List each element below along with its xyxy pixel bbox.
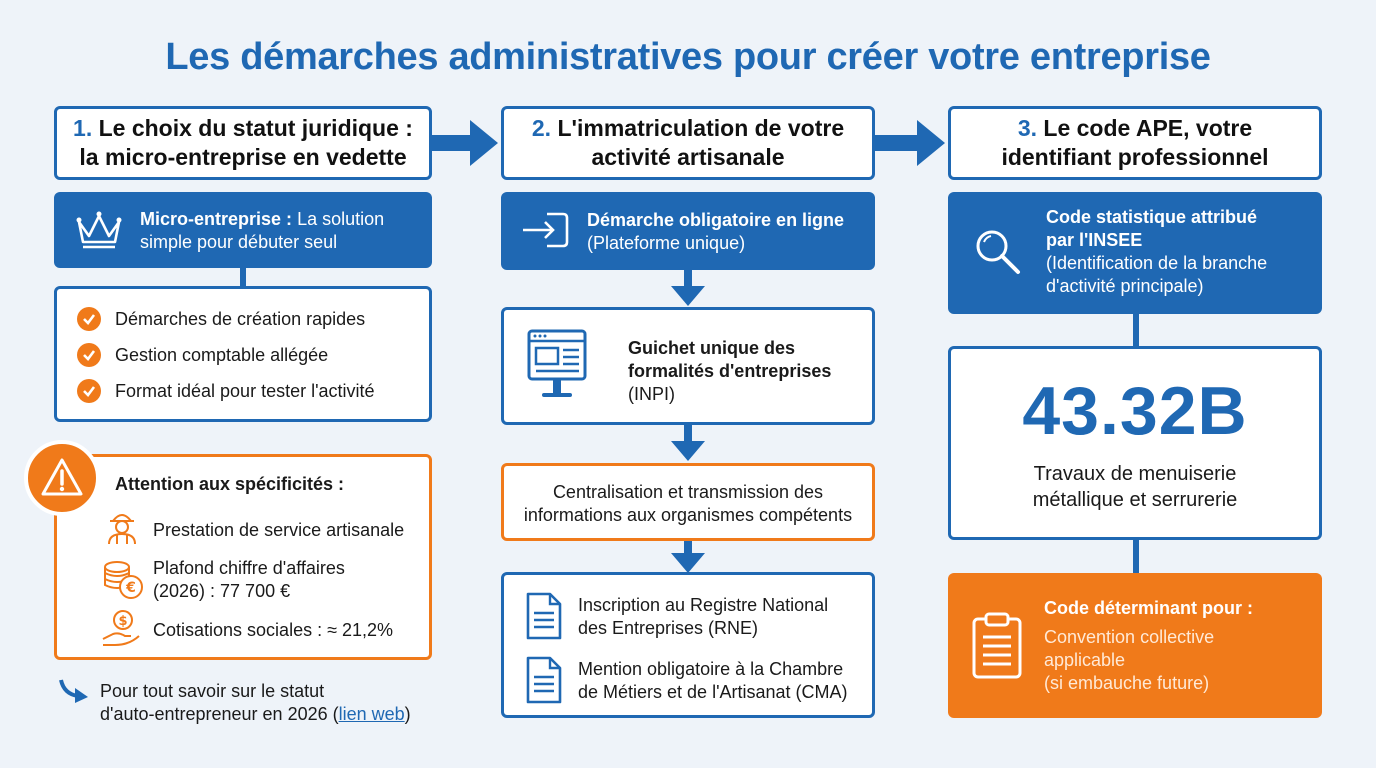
insee-box: Code statistique attribué par l'INSEE (I… bbox=[948, 192, 1322, 314]
connector-line bbox=[240, 268, 246, 288]
determ-line3: (si embauche future) bbox=[1044, 673, 1210, 693]
svg-text:$: $ bbox=[118, 614, 127, 629]
doc-line2: de Métiers et de l'Artisanat (CMA) bbox=[578, 682, 848, 702]
connector-line bbox=[1133, 314, 1139, 348]
warning-box: Attention aux spécificités : Prestation … bbox=[54, 454, 432, 660]
guichet-line3: (INPI) bbox=[628, 384, 675, 404]
guichet-line2: formalités d'entreprises bbox=[628, 361, 832, 381]
doc-line1: Inscription au Registre National bbox=[578, 595, 829, 615]
step-title-line1: Le code APE, votre bbox=[1043, 115, 1253, 141]
step-title-line2: activité artisanale bbox=[591, 144, 785, 170]
down-arrow-icon bbox=[671, 270, 705, 306]
warning-item-text: (2026) : 77 700 € bbox=[153, 581, 291, 601]
connector-line bbox=[1133, 540, 1139, 574]
check-icon bbox=[77, 307, 101, 331]
step-1-header: 1. Le choix du statut juridique : la mic… bbox=[54, 106, 432, 180]
page-title: Les démarches administratives pour créer… bbox=[165, 36, 1211, 78]
benefit-text: Format idéal pour tester l'activité bbox=[115, 380, 375, 401]
document-icon bbox=[526, 656, 562, 704]
benefits-box: Démarches de création rapides Gestion co… bbox=[54, 286, 432, 422]
centralisation-box: Centralisation et transmission des infor… bbox=[501, 463, 875, 541]
online-sub: (Plateforme unique) bbox=[587, 233, 746, 253]
step-title-line2: identifiant professionnel bbox=[1001, 144, 1269, 170]
online-process-box: Démarche obligatoire en ligne (Plateform… bbox=[501, 192, 875, 270]
step-number: 2. bbox=[531, 115, 552, 141]
insee-sub2: d'activité principale) bbox=[1046, 276, 1204, 296]
step-number: 3. bbox=[1017, 115, 1038, 141]
warning-item-text: Plafond chiffre d'affaires bbox=[153, 558, 345, 578]
benefit-text: Gestion comptable allégée bbox=[115, 344, 329, 365]
down-arrow-icon bbox=[671, 425, 705, 461]
step-number: 1. bbox=[73, 115, 93, 141]
benefit-item: Gestion comptable allégée bbox=[77, 343, 328, 367]
insee-sub1: (Identification de la branche bbox=[1046, 253, 1268, 273]
registration-box: Inscription au Registre National des Ent… bbox=[501, 572, 875, 718]
step-title-line2: la micro-entreprise en vedette bbox=[79, 144, 407, 170]
ape-code: 43.32B bbox=[1022, 373, 1248, 449]
ape-desc-2: métallique et serrurerie bbox=[1032, 489, 1238, 511]
determ-line2: applicable bbox=[1044, 650, 1126, 670]
micro-entreprise-box: Micro-entreprise : La solution simple po… bbox=[54, 192, 432, 268]
footer-line1: Pour tout savoir sur le statut bbox=[100, 681, 325, 701]
warning-item-text: Cotisations sociales : ≈ 21,2% bbox=[153, 620, 393, 640]
warning-item-text: Prestation de service artisanale bbox=[153, 520, 405, 540]
central-line1: Centralisation et transmission des bbox=[552, 482, 824, 502]
determ-line1: Convention collective bbox=[1044, 627, 1215, 647]
step-2-header: 2. L'immatriculation de votre activité a… bbox=[501, 106, 875, 180]
right-arrow-icon bbox=[875, 120, 945, 166]
hand-dollar-icon: $ bbox=[102, 610, 140, 646]
determ-title: Code déterminant pour : bbox=[1044, 598, 1254, 618]
check-icon bbox=[77, 343, 101, 367]
warning-title: Attention aux spécificités : bbox=[115, 474, 345, 494]
step-title-line1: Le choix du statut juridique : bbox=[98, 115, 413, 141]
crown-icon bbox=[76, 211, 122, 249]
footer-close-paren: ) bbox=[404, 704, 411, 724]
doc-line2: des Entreprises (RNE) bbox=[578, 618, 759, 638]
benefit-item: Format idéal pour tester l'activité bbox=[77, 379, 375, 403]
monitor-icon bbox=[527, 329, 587, 397]
coins-euro-icon: € bbox=[104, 561, 143, 599]
benefit-text: Démarches de création rapides bbox=[115, 308, 366, 329]
login-arrow-icon bbox=[523, 212, 569, 248]
step-3-header: 3. Le code APE, votre identifiant profes… bbox=[948, 106, 1322, 180]
step-title-line1: L'immatriculation de votre bbox=[557, 115, 845, 141]
down-arrow-icon bbox=[671, 541, 705, 573]
benefit-item: Démarches de création rapides bbox=[77, 307, 365, 331]
guichet-box: Guichet unique des formalités d'entrepri… bbox=[501, 307, 875, 425]
svg-text:€: € bbox=[125, 580, 136, 596]
insee-bold1: Code statistique attribué bbox=[1046, 207, 1258, 227]
warning-badge bbox=[24, 440, 100, 516]
document-icon bbox=[526, 592, 562, 640]
doc-line1: Mention obligatoire à la Chambre bbox=[578, 659, 844, 679]
worker-icon bbox=[108, 514, 136, 545]
footer-note: Pour tout savoir sur le statut d'auto-en… bbox=[100, 680, 440, 726]
micro-desc-1: La solution bbox=[297, 209, 385, 229]
right-arrow-icon bbox=[432, 120, 498, 166]
determinant-box: Code déterminant pour : Convention colle… bbox=[948, 573, 1322, 718]
web-link[interactable]: lien web bbox=[338, 704, 405, 724]
check-icon bbox=[77, 379, 101, 403]
micro-label: Micro-entreprise : bbox=[140, 209, 293, 229]
footer-line2: d'auto-entrepreneur en 2026 ( bbox=[100, 704, 339, 724]
micro-desc-2: simple pour débuter seul bbox=[140, 232, 338, 252]
ape-desc-1: Travaux de menuiserie bbox=[1033, 463, 1237, 485]
insee-bold2: par l'INSEE bbox=[1046, 230, 1143, 250]
search-icon bbox=[976, 230, 1020, 274]
curved-arrow-icon bbox=[59, 679, 88, 703]
central-line2: informations aux organismes compétents bbox=[523, 505, 853, 525]
online-label: Démarche obligatoire en ligne bbox=[587, 210, 845, 230]
warning-icon bbox=[41, 458, 83, 496]
guichet-line1: Guichet unique des bbox=[628, 338, 796, 358]
ape-code-box: 43.32B Travaux de menuiserie métallique … bbox=[948, 346, 1322, 540]
clipboard-icon bbox=[972, 612, 1022, 679]
